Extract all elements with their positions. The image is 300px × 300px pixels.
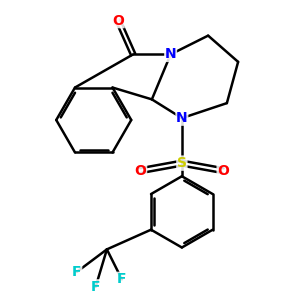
Text: O: O (112, 14, 124, 28)
Text: N: N (176, 111, 188, 125)
Text: N: N (165, 47, 176, 61)
Circle shape (113, 16, 123, 26)
Text: F: F (91, 280, 100, 294)
Text: S: S (177, 156, 187, 170)
Text: O: O (217, 164, 229, 178)
Text: O: O (135, 164, 147, 178)
Text: F: F (72, 265, 82, 279)
Text: F: F (117, 272, 127, 286)
Circle shape (166, 50, 176, 59)
